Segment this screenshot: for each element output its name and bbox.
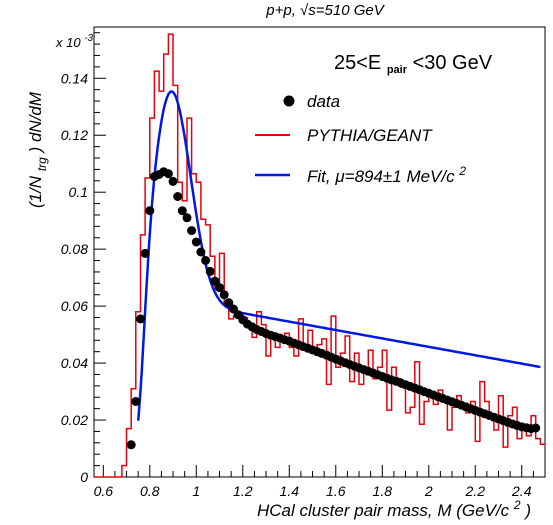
x-axis-label: HCal cluster pair mass, M (GeV/c 2 )	[257, 494, 531, 520]
data-point	[201, 256, 211, 265]
energy-annotation-sub: pair	[387, 64, 408, 76]
data-point	[163, 169, 173, 179]
data-point	[187, 226, 197, 236]
data-point	[215, 283, 224, 293]
x-tick-label: 1.6	[326, 483, 346, 499]
legend-pythia-label: PYTHIA/GEANT	[307, 126, 433, 145]
y-multiplier-exponent: -3	[84, 33, 93, 44]
legend-data-marker	[283, 95, 295, 107]
y-axis-label-rest: ) dN/dM	[26, 91, 45, 154]
x-axis: 0.6 0.8 1 1.2 1.4 1.6 1.8 2 2.2 2.4	[94, 465, 546, 499]
data-point	[531, 423, 541, 433]
data-point	[168, 176, 178, 186]
y-tick-label: 0	[80, 469, 88, 485]
chart-title: p+p, √s=510 GeV	[265, 2, 385, 19]
x-tick-label: 0.8	[140, 483, 160, 499]
data-point	[136, 314, 145, 324]
x-axis-label-sup: 2	[513, 498, 521, 512]
data-point	[140, 248, 150, 258]
legend-data-label: data	[307, 92, 340, 111]
x-tick-label: 2.4	[511, 483, 532, 499]
data-point	[224, 298, 234, 308]
data-point	[196, 247, 206, 257]
energy-annotation-left: 25<E	[334, 52, 381, 74]
x-tick-label: 2.2	[465, 483, 486, 499]
y-axis-label-main: (1/N	[26, 175, 45, 208]
data-point	[205, 266, 215, 276]
x-axis-label-close: )	[523, 501, 531, 520]
x-tick-label: 2	[424, 483, 433, 499]
legend-fit-label-main: Fit, μ=894±1 MeV/c	[307, 167, 455, 186]
y-multiplier-base: x 10	[55, 35, 81, 50]
legend-fit-label-sup: 2	[458, 164, 466, 178]
x-tick-label: 1.4	[280, 483, 300, 499]
data-point	[126, 440, 136, 450]
data-point	[191, 237, 201, 247]
y-tick-label: 0.14	[61, 70, 88, 86]
data-point	[173, 192, 183, 201]
x-tick-label: 0.6	[94, 483, 114, 499]
y-tick-label: 0.1	[69, 184, 88, 200]
pythia-series	[94, 33, 545, 478]
y-tick-label: 0.06	[61, 298, 88, 314]
y-axis-label: (1/N trg ) dN/dM	[26, 91, 50, 208]
plot-frame	[93, 26, 546, 478]
legend-fit-label: Fit, μ=894±1 MeV/c 2	[307, 164, 466, 186]
energy-annotation-right: <30 GeV	[413, 52, 493, 74]
y-tick-label: 0.12	[61, 127, 88, 143]
y-tick-label: 0.04	[61, 355, 88, 371]
legend: data PYTHIA/GEANT Fit, μ=894±1 MeV/c 2	[255, 92, 466, 186]
data-point	[210, 276, 220, 286]
pythia-histogram	[94, 33, 545, 478]
data-point	[182, 213, 192, 223]
x-axis-label-main: HCal cluster pair mass, M (GeV/c	[257, 501, 510, 520]
data-point	[177, 206, 187, 216]
x-tick-label: 1.8	[373, 483, 393, 499]
y-tick-label: 0.02	[61, 412, 88, 428]
data-series	[126, 167, 541, 450]
y-axis-label-sub: trg	[35, 157, 49, 171]
y-axis: 0 0.02 0.04 0.06 0.08 0.1 0.12 0.14	[61, 32, 106, 485]
x-tick-label: 1.2	[233, 483, 253, 499]
x-tick-label: 1	[192, 483, 200, 499]
data-point	[219, 290, 229, 300]
y-tick-label: 0.08	[61, 241, 88, 257]
data-point	[145, 206, 155, 216]
y-multiplier: x 10 -3	[55, 33, 94, 50]
energy-annotation: 25<E pair <30 GeV	[334, 52, 493, 78]
data-point	[131, 397, 141, 406]
